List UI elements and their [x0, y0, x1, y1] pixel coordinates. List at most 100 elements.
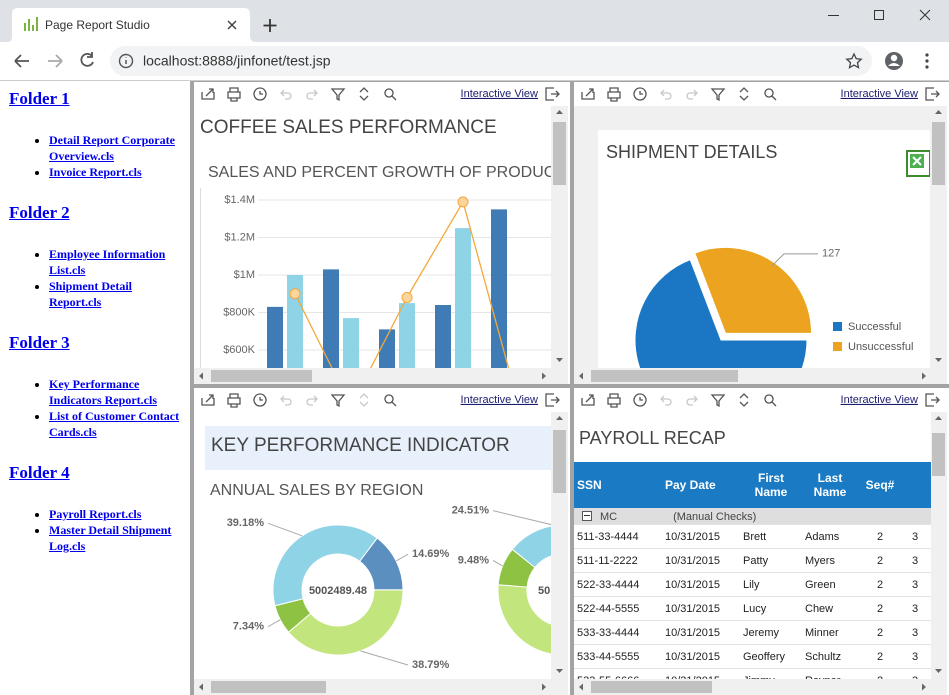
h-scroll-thumb[interactable]: [211, 681, 326, 693]
scroll-left[interactable]: [199, 683, 203, 691]
search-button[interactable]: [764, 88, 777, 101]
redo-button[interactable]: [686, 395, 698, 406]
v-scroll-thumb[interactable]: [932, 122, 945, 185]
collapse-toggle[interactable]: [582, 510, 592, 521]
column-header[interactable]: First Name: [740, 462, 802, 508]
history-button[interactable]: [633, 87, 647, 101]
scroll-up[interactable]: [935, 416, 942, 420]
excel-icon-glyph: [912, 156, 922, 166]
interactive-view-link[interactable]: Interactive View: [841, 394, 919, 406]
sort-button[interactable]: [359, 393, 369, 407]
history-button[interactable]: [253, 87, 267, 101]
reload-button[interactable]: [80, 52, 94, 67]
filter-button[interactable]: [710, 394, 726, 408]
scroll-down[interactable]: [556, 358, 563, 362]
exit-button[interactable]: [925, 393, 940, 407]
export-button[interactable]: [201, 394, 215, 406]
v-scroll-thumb[interactable]: [932, 433, 945, 476]
exit-button[interactable]: [545, 87, 560, 101]
table-cell: Lily: [740, 572, 802, 597]
report-link[interactable]: Shipment Detail Report.cls: [49, 279, 133, 309]
redo-button[interactable]: [306, 395, 318, 406]
column-header[interactable]: Last Name: [802, 462, 858, 508]
scroll-left[interactable]: [579, 683, 583, 691]
group-cell: MC (Manual Checks): [574, 508, 756, 525]
bar: [379, 329, 395, 368]
report-link[interactable]: Key Performance Indicators Report.cls: [49, 377, 157, 407]
filter-button[interactable]: [710, 88, 726, 102]
filter-button[interactable]: [330, 88, 346, 102]
scroll-down[interactable]: [935, 358, 942, 362]
scroll-right[interactable]: [542, 683, 546, 691]
print-button[interactable]: [227, 393, 241, 408]
scroll-left[interactable]: [199, 372, 203, 380]
search-button[interactable]: [384, 394, 397, 407]
folder-link[interactable]: Folder 4: [9, 463, 70, 482]
report-link[interactable]: Master Detail Shipment Log.cls: [49, 523, 172, 553]
title-box: [205, 426, 551, 470]
sort-button[interactable]: [739, 393, 749, 407]
filter-button[interactable]: [330, 394, 346, 408]
tab[interactable]: [8, 8, 256, 42]
print-button[interactable]: [607, 87, 621, 102]
history-button[interactable]: [253, 393, 267, 407]
history-button[interactable]: [633, 393, 647, 407]
maximize[interactable]: [874, 10, 884, 20]
export-button[interactable]: [581, 88, 595, 100]
h-scroll-thumb[interactable]: [591, 370, 738, 382]
h-scroll-thumb[interactable]: [591, 681, 712, 693]
undo-button[interactable]: [280, 395, 292, 406]
menu[interactable]: [925, 53, 929, 69]
interactive-view-link[interactable]: Interactive View: [461, 394, 539, 406]
sort-button[interactable]: [739, 87, 749, 101]
folder-link[interactable]: Folder 3: [9, 333, 70, 352]
search-button[interactable]: [384, 88, 397, 101]
exit-button[interactable]: [925, 87, 940, 101]
report-link[interactable]: Payroll Report.cls: [49, 507, 142, 521]
scroll-up[interactable]: [935, 110, 942, 114]
redo-button[interactable]: [686, 89, 698, 100]
scroll-down[interactable]: [935, 669, 942, 673]
scroll-right[interactable]: [922, 372, 926, 380]
undo-button[interactable]: [660, 89, 672, 100]
scroll-right[interactable]: [922, 683, 926, 691]
export-button[interactable]: [201, 88, 215, 100]
folder-link[interactable]: Folder 2: [9, 203, 70, 222]
print-button[interactable]: [607, 393, 621, 408]
site-info[interactable]: [118, 53, 134, 69]
undo-button[interactable]: [660, 395, 672, 406]
report-link[interactable]: Employee Information List.cls: [49, 247, 166, 277]
interactive-view-link[interactable]: Interactive View: [841, 88, 919, 100]
report-link[interactable]: Detail Report Corporate Overview.cls: [49, 133, 175, 163]
folder-link[interactable]: Folder 1: [9, 89, 70, 108]
report-link[interactable]: Invoice Report.cls: [49, 165, 142, 179]
sort-button[interactable]: [359, 87, 369, 101]
address-bar[interactable]: [110, 46, 872, 76]
scroll-up[interactable]: [556, 110, 563, 114]
column-header[interactable]: Re: [902, 462, 931, 508]
print-button[interactable]: [227, 87, 241, 102]
back-button[interactable]: [14, 54, 29, 68]
exit-button[interactable]: [545, 393, 560, 407]
column-header[interactable]: Seq#: [858, 462, 902, 508]
scroll-down[interactable]: [556, 669, 563, 673]
export-button[interactable]: [581, 394, 595, 406]
column-header[interactable]: Pay Date: [662, 462, 740, 508]
scroll-left[interactable]: [579, 372, 583, 380]
new-tab[interactable]: [263, 19, 277, 32]
scroll-right[interactable]: [542, 372, 546, 380]
scroll-up[interactable]: [556, 416, 563, 420]
report-link[interactable]: List of Customer Contact Cards.cls: [49, 409, 180, 439]
undo-button[interactable]: [280, 89, 292, 100]
v-scroll-thumb[interactable]: [553, 122, 566, 185]
redo-button[interactable]: [306, 89, 318, 100]
search-button[interactable]: [764, 394, 777, 407]
tab-close[interactable]: [227, 20, 237, 30]
interactive-view-link[interactable]: Interactive View: [461, 88, 539, 100]
close-window[interactable]: [919, 9, 931, 21]
v-scroll-thumb[interactable]: [553, 430, 566, 493]
forward-button[interactable]: [48, 54, 63, 68]
h-scroll-thumb[interactable]: [211, 370, 312, 382]
column-header[interactable]: SSN: [574, 462, 662, 508]
bookmark-star[interactable]: [845, 52, 863, 69]
